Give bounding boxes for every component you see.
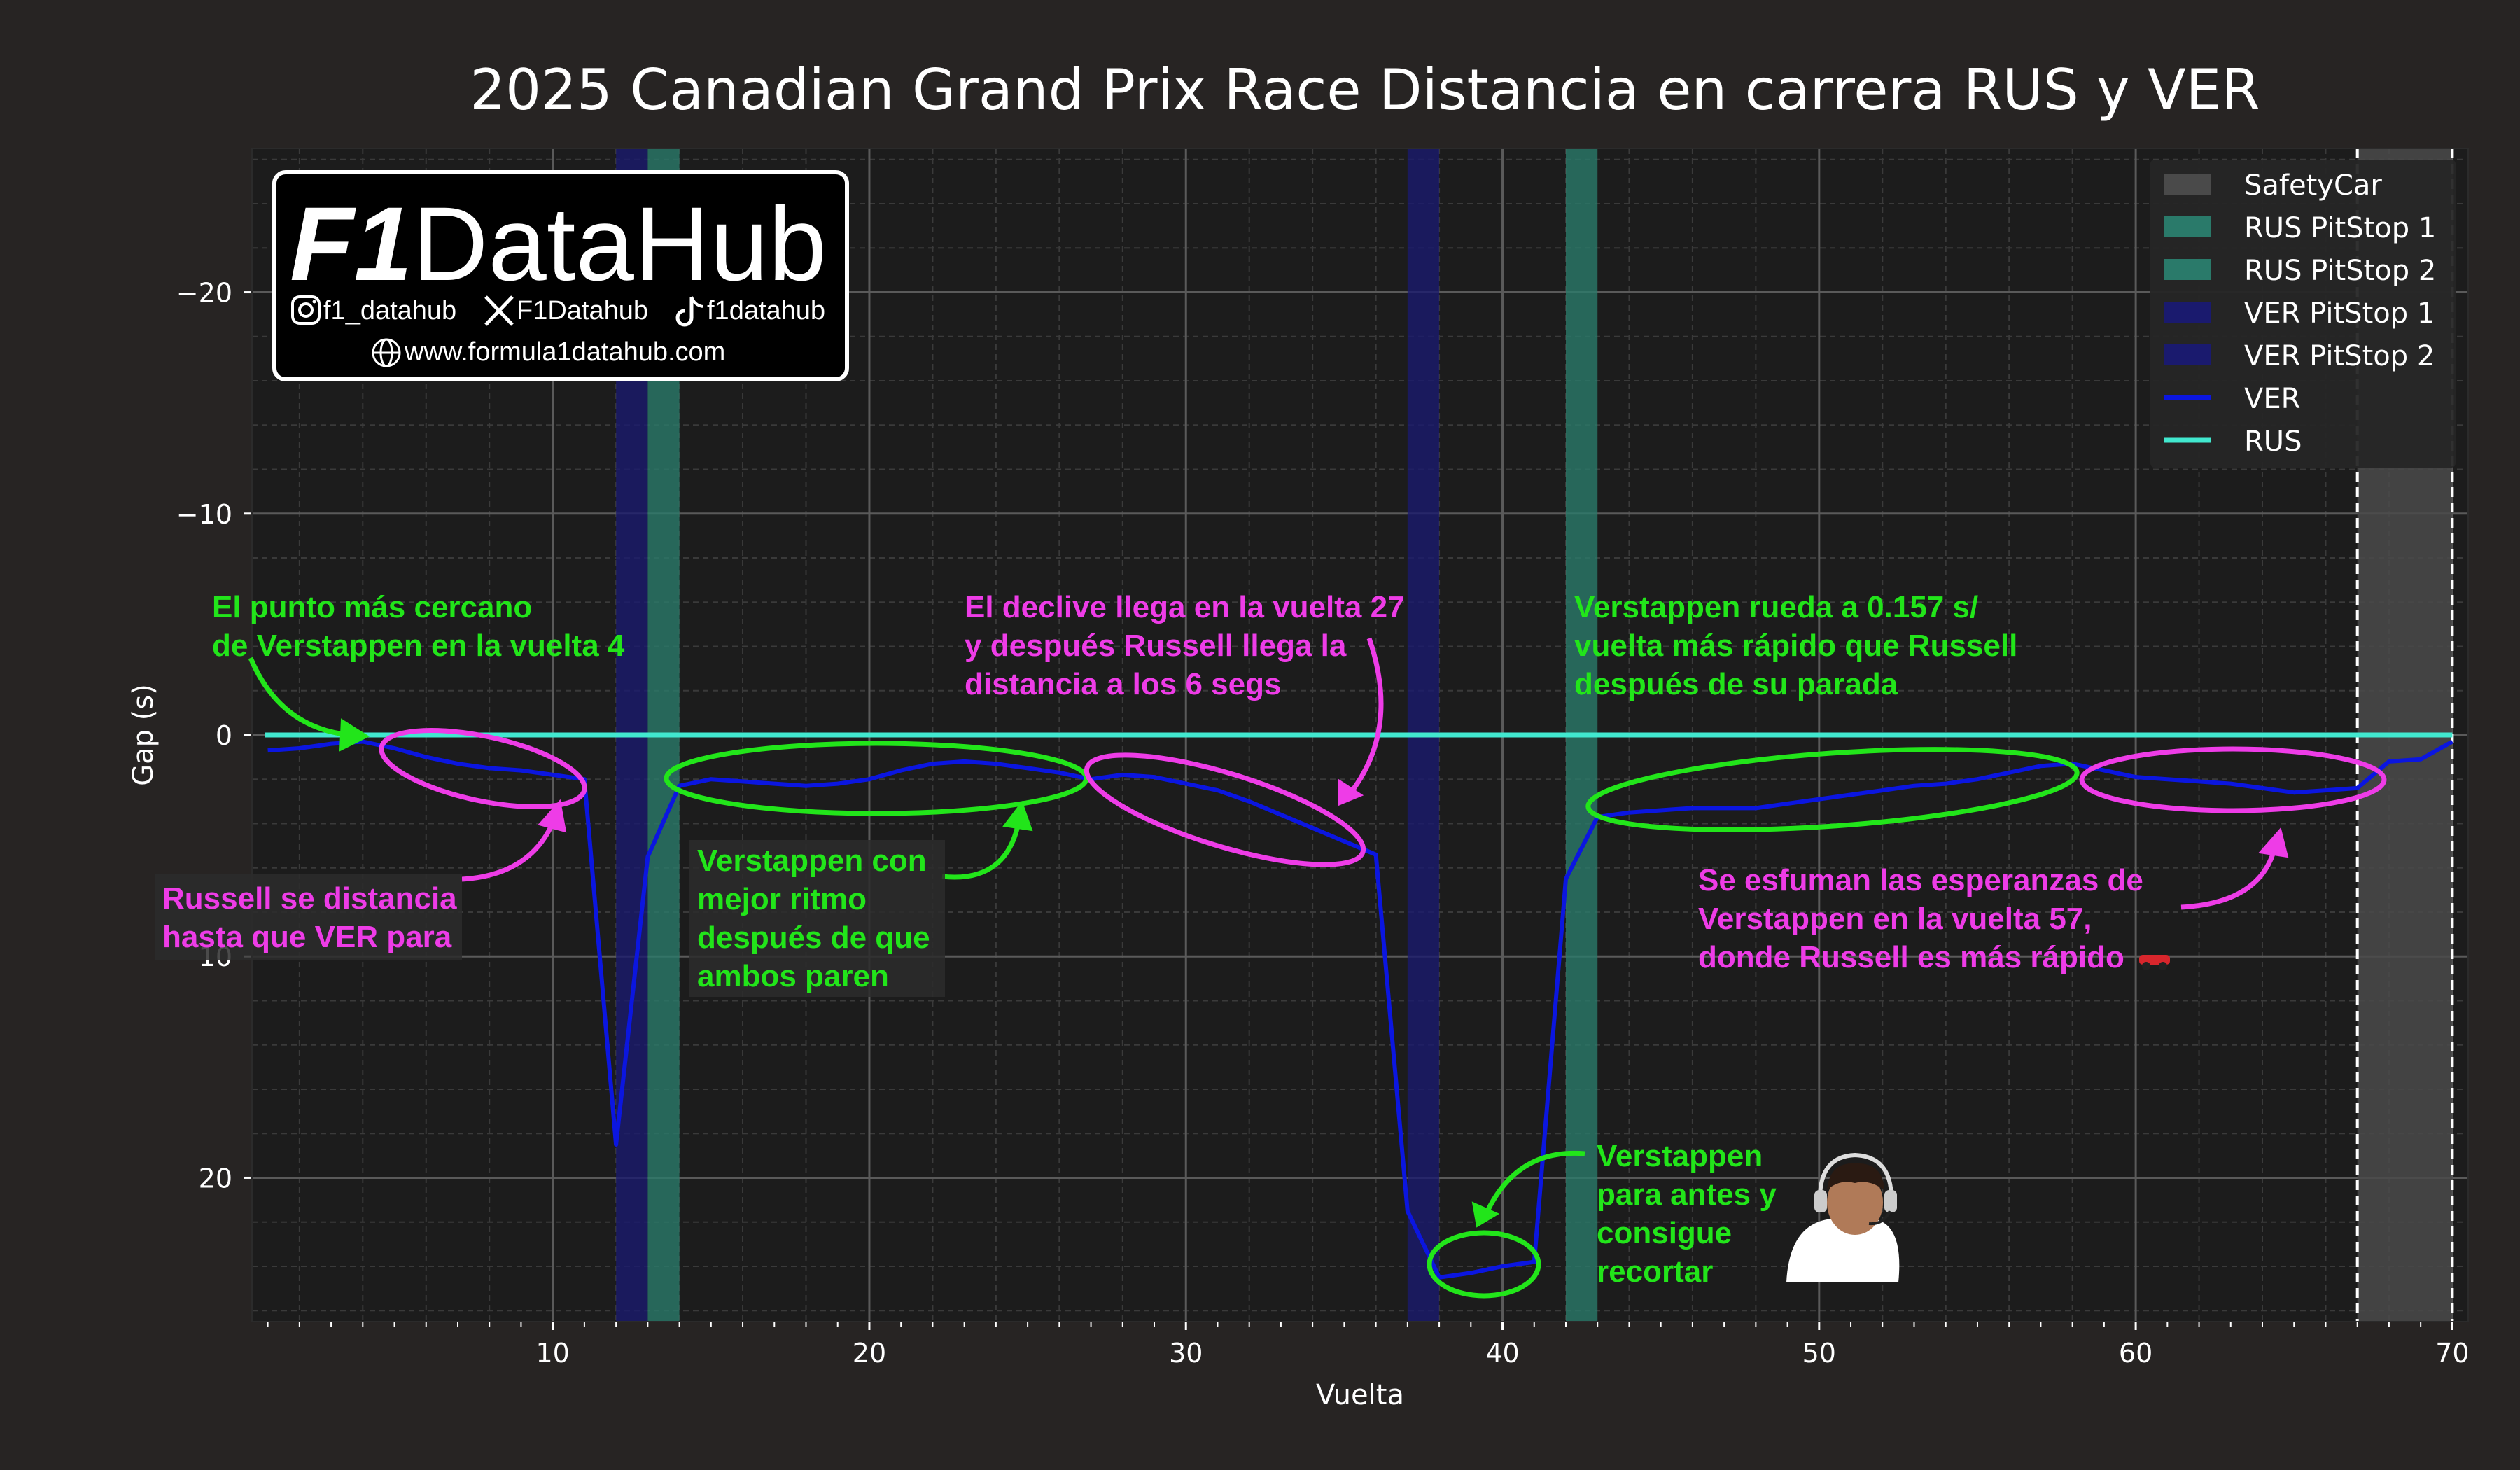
y-tick-label: −10 xyxy=(176,499,232,530)
annotation-line: después de que xyxy=(697,920,930,955)
annotation-bg-russell xyxy=(155,874,462,960)
legend-box xyxy=(2150,160,2456,468)
annotation-texts: El punto más cercano de Verstappen en la… xyxy=(155,590,2170,1289)
annotation-line: ambos paren xyxy=(697,959,889,993)
x-tick-label: 50 xyxy=(1802,1338,1836,1368)
x-tick-label: 20 xyxy=(853,1338,886,1368)
arrow-better-pace xyxy=(941,818,1022,880)
annotation-line: de Verstappen en la vuelta 4 xyxy=(212,629,625,663)
logo-tiktok: f1datahub xyxy=(707,296,825,326)
y-tick-label: 20 xyxy=(199,1163,232,1194)
chart-title: 2025 Canadian Grand Prix Race Distancia … xyxy=(470,57,2260,122)
highlight-ellipse-after-stop2 xyxy=(1586,747,2080,832)
legend-swatch-rus-pit1 xyxy=(2164,216,2211,237)
series-lines xyxy=(265,732,2454,1280)
logo-brand-f1: F1 xyxy=(290,185,412,302)
annotation-hopes-fade: Se esfuman las esperanzas de Verstappen … xyxy=(1698,863,2152,974)
annotation-line: distancia a los 6 segs xyxy=(965,667,1281,701)
arrow-better-pace-head xyxy=(1002,800,1033,832)
x-tick-label: 60 xyxy=(2119,1338,2152,1368)
logo-x: F1Datahub xyxy=(517,296,648,326)
annotation-line: Verstappen en la vuelta 57, xyxy=(1698,902,2092,936)
y-tick-label: −20 xyxy=(176,278,232,309)
legend: SafetyCar RUS PitStop 1 RUS PitStop 2 VE… xyxy=(2150,160,2456,468)
legend-swatch-ver-pit1 xyxy=(2164,302,2211,323)
annotation-bg-better-pace xyxy=(690,840,945,997)
highlight-ellipse-early-gap xyxy=(379,727,587,810)
y-axis-label: Gap (s) xyxy=(127,684,160,786)
arrow-decline xyxy=(1349,637,1384,794)
annotation-line: después de su parada xyxy=(1574,667,1898,701)
legend-label-rus-pit2: RUS PitStop 2 xyxy=(2244,255,2436,287)
highlight-ellipse-stop2-recovery xyxy=(1427,1230,1541,1298)
annotation-line: Se esfuman las esperanzas de xyxy=(1698,863,2143,897)
instagram-icon xyxy=(291,295,321,325)
legend-label-rus: RUS xyxy=(2244,426,2302,458)
x-icon xyxy=(484,295,514,326)
highlight-ellipse-decline xyxy=(1084,752,1366,867)
annotation-earlier-stop: Verstappen para antes y consigue recorta… xyxy=(1597,1139,1785,1289)
arrow-hopes-fade xyxy=(2180,846,2278,910)
arrow-russell-gap-head xyxy=(538,799,567,833)
logo-brand-rest: DataHub xyxy=(412,185,827,302)
legend-label-ver-pit2: VER PitStop 2 xyxy=(2244,340,2435,372)
annotation-shapes xyxy=(248,637,2387,1298)
annotation-line: Verstappen xyxy=(1597,1139,1763,1173)
annotation-line: Verstappen rueda a 0.157 s/ xyxy=(1574,590,1978,624)
arrow-decline-head xyxy=(1338,778,1364,806)
race-car-icon xyxy=(2139,955,2170,970)
arrow-earlier-stop-head xyxy=(1471,1201,1500,1228)
annotation-line: recortar xyxy=(1597,1254,1713,1289)
x-tick-label: 10 xyxy=(536,1338,569,1368)
annotation-decline: El declive llega en la vuelta 27 y despu… xyxy=(965,590,1413,701)
annotation-line: mejor ritmo xyxy=(697,882,867,916)
legend-swatch-safetycar xyxy=(2164,174,2211,195)
series-ver-line xyxy=(267,739,2454,1280)
annotation-line: para antes y xyxy=(1597,1177,1777,1212)
legend-label-safetycar: SafetyCar xyxy=(2244,169,2382,202)
legend-label-rus-pit1: RUS PitStop 1 xyxy=(2244,212,2436,244)
axes-frame xyxy=(251,148,2469,1322)
highlight-ellipse-hopes-fade xyxy=(2079,746,2387,813)
logo-instagram: f1_datahub xyxy=(323,296,456,326)
logo-website: www.formula1datahub.com xyxy=(404,337,725,367)
annotation-line: Verstappen con xyxy=(697,844,927,878)
annotation-line: hasta que VER para xyxy=(162,920,452,954)
annotation-russell-gap: Russell se distancia hasta que VER para xyxy=(162,881,465,954)
globe-icon xyxy=(372,338,401,368)
annotation-better-pace: Verstappen con mejor ritmo después de qu… xyxy=(697,844,939,993)
logo-brand: F1DataHub xyxy=(290,185,827,302)
legend-swatch-ver-pit2 xyxy=(2164,344,2211,365)
legend-label-ver: VER xyxy=(2244,383,2300,415)
annotation-line: consigue xyxy=(1597,1216,1732,1250)
x-tick-label: 30 xyxy=(1169,1338,1203,1368)
logo-box xyxy=(272,170,849,382)
legend-label-ver-pit1: VER PitStop 1 xyxy=(2244,298,2435,330)
arrow-russell-gap xyxy=(461,818,557,882)
annotation-line: donde Russell es más rápido xyxy=(1698,940,2124,974)
legend-swatch-rus-pit2 xyxy=(2164,259,2211,280)
logo: F1DataHub f1_datahub F1Datahub f1datahub… xyxy=(272,170,849,382)
annotation-line: vuelta más rápido que Russell xyxy=(1574,629,2017,663)
y-tick-label: 0 xyxy=(216,720,232,751)
annotation-line: Russell se distancia xyxy=(162,881,457,916)
arrow-earlier-stop xyxy=(1485,1150,1586,1211)
x-tick-label: 40 xyxy=(1485,1338,1519,1368)
arrow-closest-point-head xyxy=(339,718,370,752)
arrow-hopes-fade-head xyxy=(2258,827,2289,858)
x-tick-label: 70 xyxy=(2435,1338,2469,1368)
annotation-line: El punto más cercano xyxy=(212,590,532,624)
annotation-faster-after-stop: Verstappen rueda a 0.157 s/ vuelta más r… xyxy=(1574,590,2026,701)
annotation-line: El declive llega en la vuelta 27 xyxy=(965,590,1405,624)
arrow-closest-point xyxy=(248,657,351,738)
annotation-line: y después Russell llega la xyxy=(965,629,1347,663)
tiktok-icon xyxy=(676,296,704,327)
annotation-closest-point: El punto más cercano de Verstappen en la… xyxy=(212,590,625,663)
x-axis-label: Vuelta xyxy=(1316,1379,1404,1411)
driver-avatar xyxy=(1786,1152,1900,1282)
